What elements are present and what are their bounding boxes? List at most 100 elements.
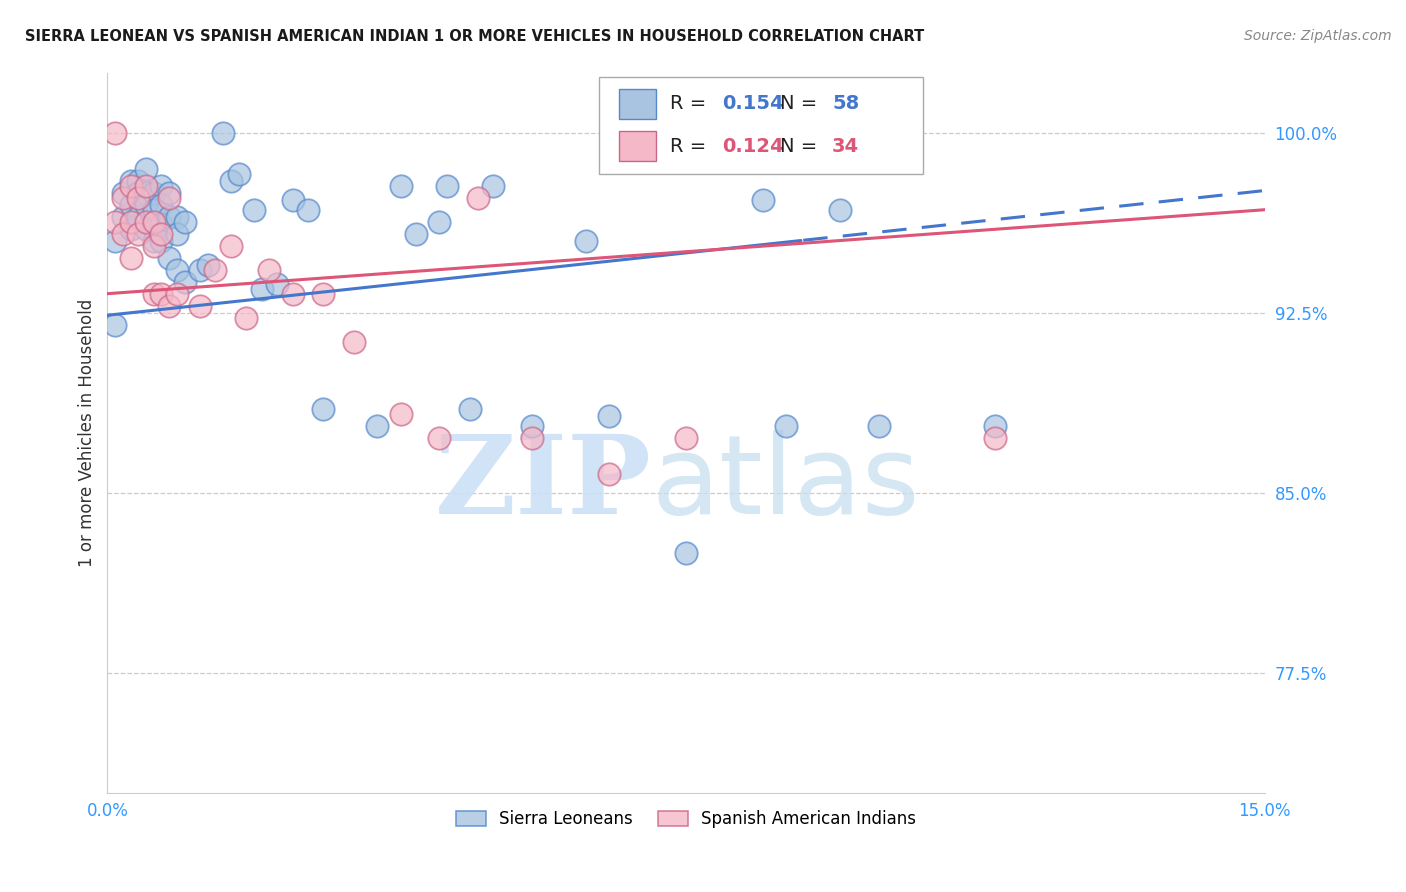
Point	[775, 418, 797, 433]
Point	[312, 286, 335, 301]
Point	[120, 215, 142, 229]
Point	[120, 222, 142, 236]
Point	[197, 258, 219, 272]
Text: SIERRA LEONEAN VS SPANISH AMERICAN INDIAN 1 OR MORE VEHICLES IN HOUSEHOLD CORREL: SIERRA LEONEAN VS SPANISH AMERICAN INDIA…	[25, 29, 925, 44]
Point	[188, 262, 211, 277]
Point	[135, 178, 157, 193]
Point	[104, 234, 127, 248]
Legend: Sierra Leoneans, Spanish American Indians: Sierra Leoneans, Spanish American Indian…	[450, 804, 922, 835]
Text: 0.124: 0.124	[723, 136, 783, 156]
Point	[166, 262, 188, 277]
Point	[405, 227, 427, 241]
Point	[127, 210, 149, 224]
Point	[868, 418, 890, 433]
Point	[250, 282, 273, 296]
Point	[752, 193, 775, 207]
Point	[157, 299, 180, 313]
Point	[142, 202, 165, 217]
Point	[135, 161, 157, 176]
Point	[482, 178, 505, 193]
Point	[127, 186, 149, 200]
Point	[142, 186, 165, 200]
Point	[135, 198, 157, 212]
Point	[173, 215, 195, 229]
Point	[120, 174, 142, 188]
Point	[104, 318, 127, 332]
FancyBboxPatch shape	[619, 131, 657, 161]
Point	[297, 202, 319, 217]
Y-axis label: 1 or more Vehicles in Household: 1 or more Vehicles in Household	[79, 299, 96, 567]
Point	[142, 215, 165, 229]
Point	[675, 431, 697, 445]
FancyBboxPatch shape	[599, 77, 924, 174]
Point	[104, 215, 127, 229]
Point	[984, 431, 1007, 445]
Point	[142, 286, 165, 301]
Point	[312, 401, 335, 416]
Point	[389, 178, 412, 193]
Point	[166, 227, 188, 241]
Point	[520, 418, 543, 433]
Point	[104, 126, 127, 140]
Point	[111, 210, 134, 224]
Point	[427, 431, 450, 445]
Text: Source: ZipAtlas.com: Source: ZipAtlas.com	[1244, 29, 1392, 43]
Point	[127, 227, 149, 241]
Point	[675, 546, 697, 560]
Point	[259, 262, 281, 277]
Point	[389, 407, 412, 421]
Point	[120, 198, 142, 212]
Point	[166, 286, 188, 301]
Text: R =: R =	[669, 95, 713, 113]
Point	[111, 191, 134, 205]
Point	[212, 126, 235, 140]
Point	[135, 215, 157, 229]
Point	[127, 174, 149, 188]
Point	[830, 202, 852, 217]
Point	[157, 251, 180, 265]
Point	[157, 210, 180, 224]
FancyBboxPatch shape	[619, 89, 657, 119]
Point	[366, 418, 388, 433]
Point	[142, 238, 165, 252]
Point	[228, 167, 250, 181]
Text: atlas: atlas	[651, 430, 920, 537]
Point	[281, 286, 304, 301]
Point	[150, 217, 173, 231]
Text: 34: 34	[832, 136, 859, 156]
Point	[266, 277, 288, 291]
Point	[127, 191, 149, 205]
Point	[173, 275, 195, 289]
Text: R =: R =	[669, 136, 713, 156]
Point	[150, 198, 173, 212]
Point	[984, 418, 1007, 433]
Point	[150, 178, 173, 193]
Point	[188, 299, 211, 313]
Point	[150, 286, 173, 301]
Point	[598, 409, 620, 423]
Point	[520, 431, 543, 445]
Point	[135, 186, 157, 200]
Point	[157, 191, 180, 205]
Point	[111, 227, 134, 241]
Text: N =: N =	[780, 95, 824, 113]
Point	[235, 310, 257, 325]
Point	[150, 234, 173, 248]
Point	[157, 186, 180, 200]
Point	[150, 227, 173, 241]
Point	[135, 222, 157, 236]
Point	[243, 202, 266, 217]
Point	[142, 222, 165, 236]
Point	[436, 178, 458, 193]
Point	[343, 334, 366, 349]
Text: 58: 58	[832, 95, 859, 113]
Point	[427, 215, 450, 229]
Point	[575, 234, 598, 248]
Text: 0.154: 0.154	[723, 95, 783, 113]
Point	[281, 193, 304, 207]
Point	[219, 174, 242, 188]
Point	[659, 126, 682, 140]
Point	[120, 251, 142, 265]
Text: N =: N =	[780, 136, 824, 156]
Point	[219, 238, 242, 252]
